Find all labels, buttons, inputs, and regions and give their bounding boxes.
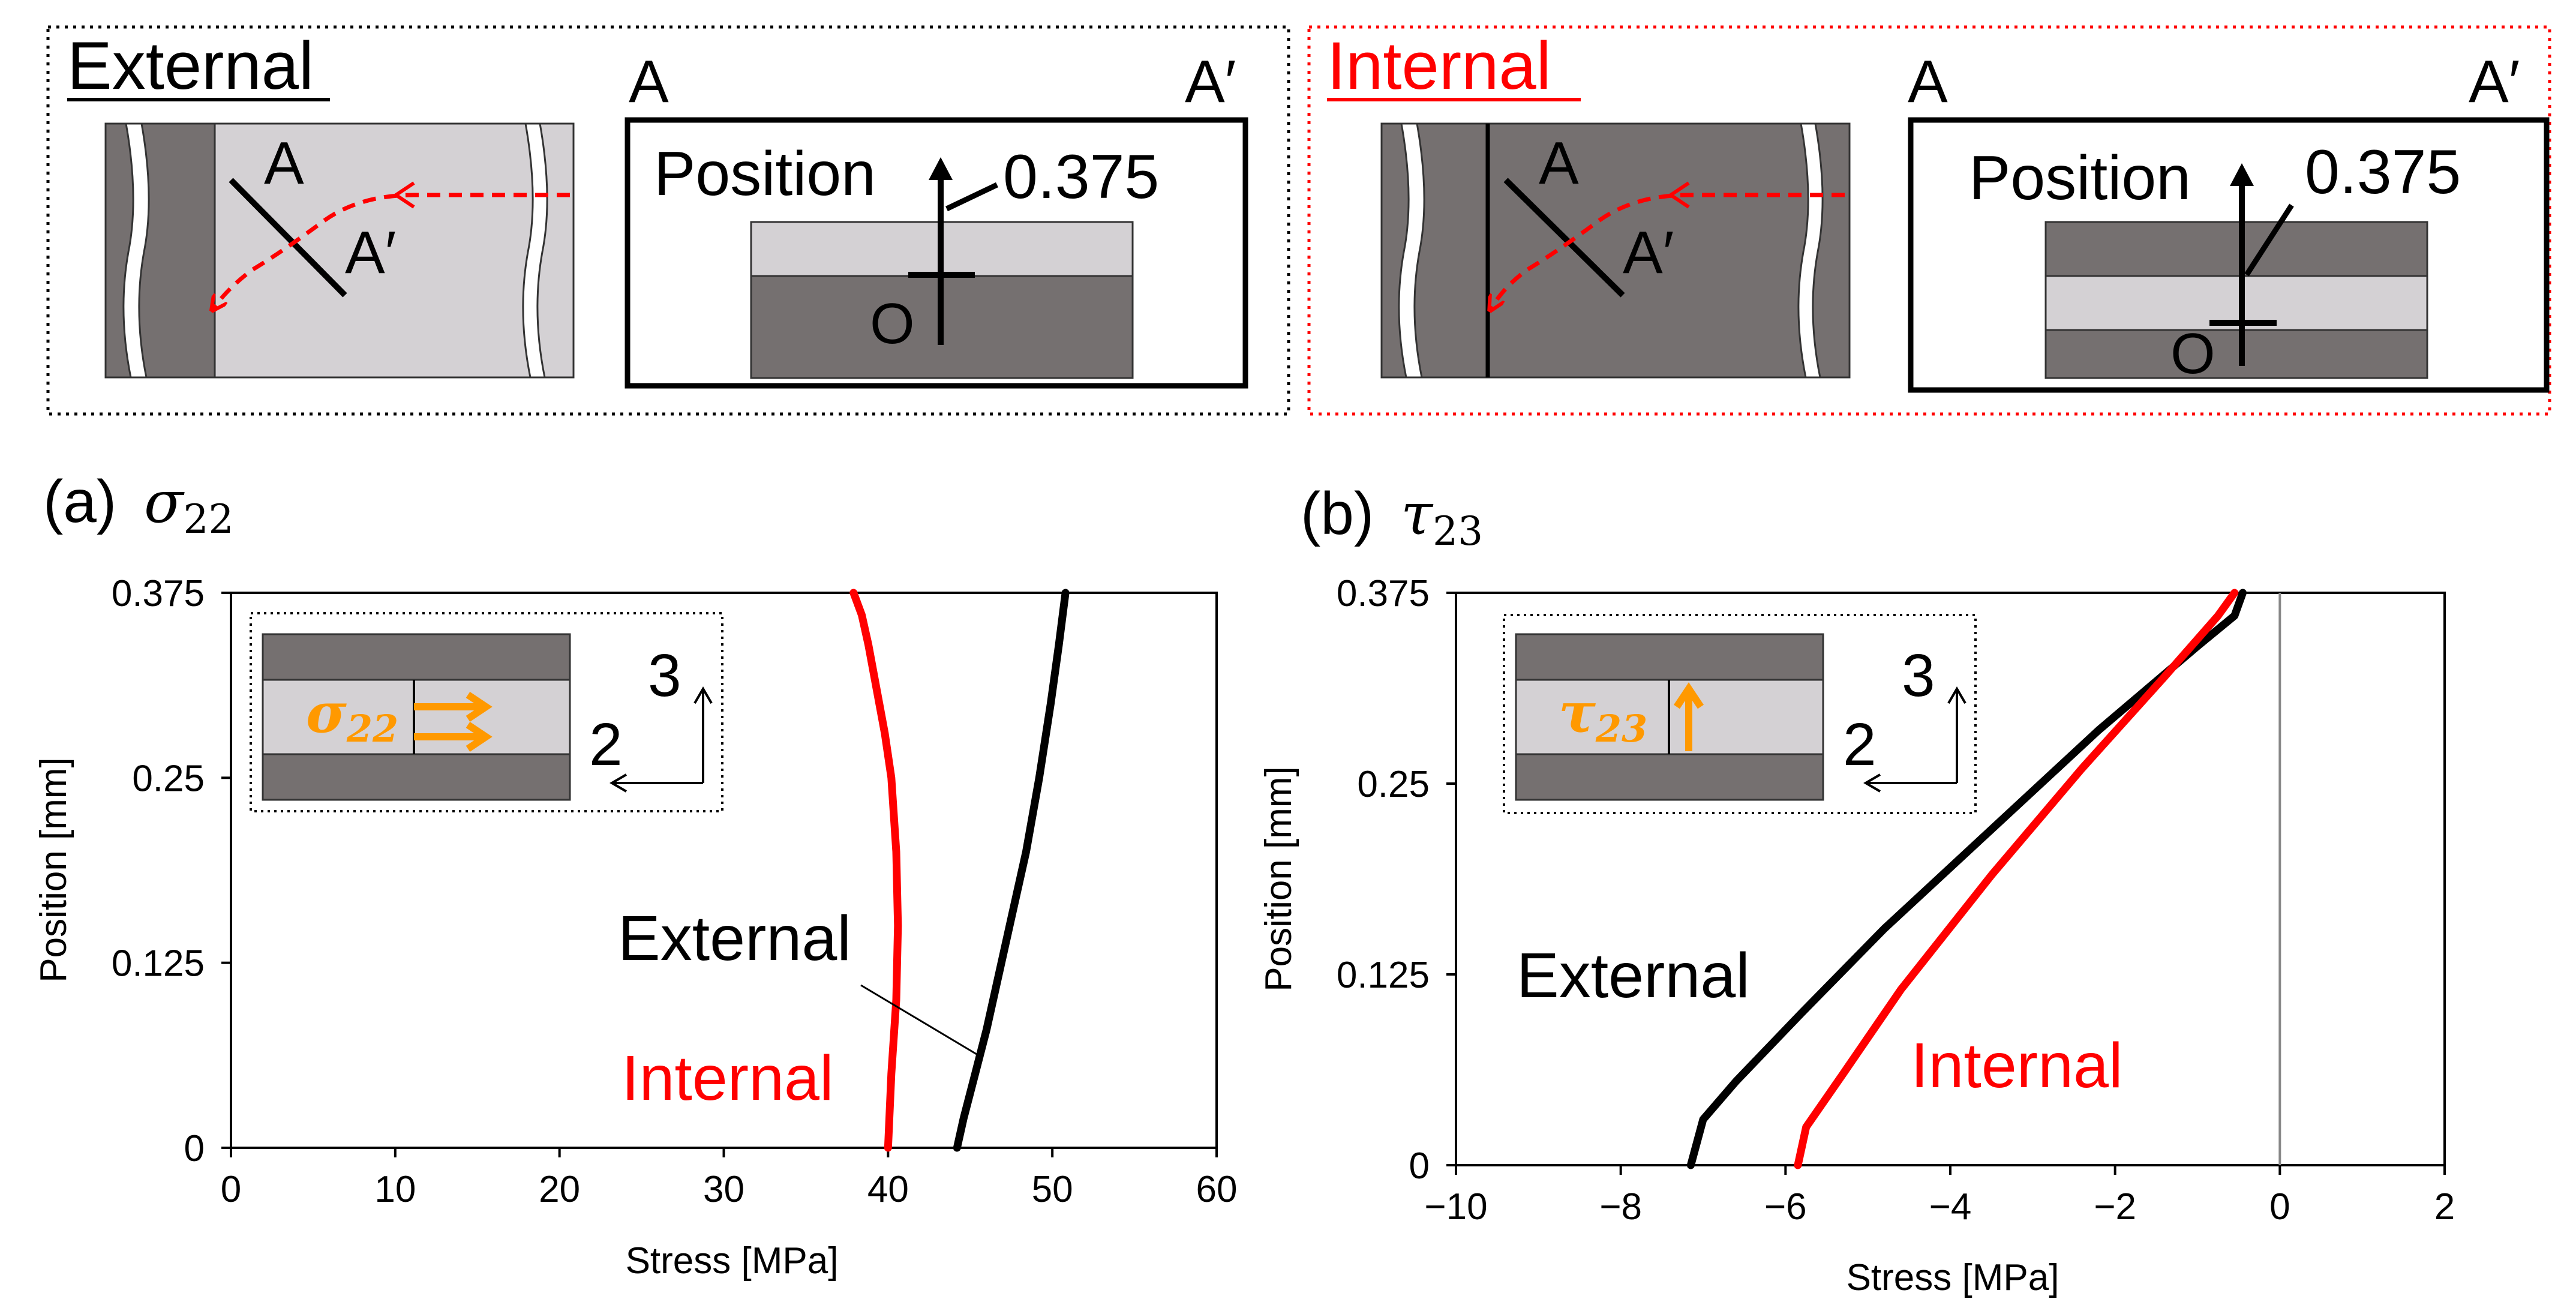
chart-a-ylabel: Position [mm] xyxy=(33,757,74,983)
internal-diagram: Internal A A′ A A′ Position 0.375 O xyxy=(1307,25,2551,416)
external-cross-a: A xyxy=(264,130,304,197)
internal-crack-path xyxy=(1491,193,1845,309)
chart-b-series xyxy=(1686,589,2247,1169)
chart-a-annotation-internal: Internal xyxy=(622,1043,834,1114)
chart-a-stress-arrow-2 xyxy=(414,722,493,752)
chart-b-inset-label: τ23 xyxy=(1559,680,1647,751)
external-crack-path xyxy=(213,193,570,309)
internal-laminate: A A′ xyxy=(1380,122,1851,379)
x-tick-label: 2 xyxy=(2434,1186,2455,1228)
x-tick-label: −2 xyxy=(2094,1186,2136,1228)
y-tick-label: 0.125 xyxy=(112,943,205,985)
x-tick-label: 60 xyxy=(1196,1169,1238,1210)
internal-cross-a-prime: A′ xyxy=(1623,219,1674,286)
chart-b-y-ticks: 0 0.125 0.25 0.375 xyxy=(1337,573,1456,1187)
chart-a-y-ticks: 0 0.125 0.25 0.375 xyxy=(112,573,231,1169)
x-tick-label: 50 xyxy=(1032,1169,1073,1210)
external-section-a: A xyxy=(629,48,669,115)
chart-b-inset: τ23 3 2 xyxy=(1503,614,1977,814)
y-tick-label: 0.25 xyxy=(1357,764,1430,805)
chart-a-stress-arrow-1 xyxy=(414,692,493,722)
chart-b-annotation-internal: Internal xyxy=(1911,1030,2123,1101)
external-cross-a-prime: A′ xyxy=(345,219,396,286)
external-section: Position 0.375 O xyxy=(625,117,1248,389)
internal-section-a: A xyxy=(1908,48,1948,115)
chart-a-x-ticks: 0 10 20 30 40 50 60 xyxy=(221,1148,1238,1210)
external-origin: O xyxy=(870,292,915,356)
chart-b-xlabel: Stress [MPa] xyxy=(1847,1257,2059,1298)
internal-cross-a: A xyxy=(1539,130,1579,197)
x-tick-label: 0 xyxy=(221,1169,241,1210)
y-tick-label: 0 xyxy=(184,1128,205,1169)
x-tick-label: −6 xyxy=(1764,1186,1807,1228)
chart-a-axis-arrows xyxy=(610,686,713,793)
external-position-label: Position xyxy=(654,139,876,209)
series-line-internal xyxy=(1794,589,2239,1169)
chart-b-axis-2: 2 xyxy=(1843,711,1877,778)
x-tick-label: −8 xyxy=(1599,1186,1642,1228)
internal-section: Position 0.375 O xyxy=(1908,117,2550,393)
y-tick-label: 0.375 xyxy=(1337,573,1430,614)
chart-b-stress-arrow xyxy=(1674,682,1704,751)
x-tick-label: −10 xyxy=(1424,1186,1487,1228)
series-line-internal xyxy=(849,589,902,1152)
series-line-external xyxy=(1686,589,2247,1169)
chart-b-axis-3: 3 xyxy=(1902,642,1935,709)
internal-position-value: 0.375 xyxy=(2305,137,2461,207)
chart-a-symbol: σ22 xyxy=(144,469,234,542)
chart-b-x-ticks: −10 −8 −6 −4 −2 0 2 xyxy=(1424,1165,2455,1228)
x-tick-label: 0 xyxy=(2269,1186,2290,1228)
chart-a: (a) σ22 0 10 20 30 40 50 60 0 0.125 0.25 0.375 St… xyxy=(33,468,1237,1282)
external-title: External xyxy=(67,28,314,103)
chart-a-series xyxy=(849,589,1070,1152)
external-diagram: External A A′ A A′ Position 0.375 O xyxy=(46,25,1290,416)
chart-b-axis-arrows xyxy=(1863,686,1966,793)
chart-a-annotation-external: External xyxy=(618,903,851,974)
chart-a-leader-line xyxy=(860,984,983,1059)
series-line-external xyxy=(953,589,1070,1152)
chart-b-panel-label: (b) xyxy=(1301,480,1374,547)
internal-position-label: Position xyxy=(1969,143,2191,213)
chart-b-ylabel: Position [mm] xyxy=(1258,766,1299,992)
chart-a-axis-2: 2 xyxy=(589,711,623,778)
internal-origin: O xyxy=(2170,322,2215,386)
y-tick-label: 0.25 xyxy=(132,758,205,799)
chart-b: (b) τ23 −10 −8 −6 −4 −2 0 2 0 0.125 0.25 0.375 St… xyxy=(1258,480,2455,1298)
chart-b-symbol: τ23 xyxy=(1401,481,1483,554)
x-tick-label: 30 xyxy=(703,1169,744,1210)
chart-a-axis-3: 3 xyxy=(648,642,681,709)
x-tick-label: −4 xyxy=(1929,1186,1972,1228)
y-tick-label: 0.125 xyxy=(1337,955,1430,996)
external-section-a-prime: A′ xyxy=(1185,48,1236,115)
internal-section-a-prime: A′ xyxy=(2469,48,2520,115)
y-tick-label: 0 xyxy=(1409,1145,1430,1187)
chart-a-panel-label: (a) xyxy=(43,468,116,535)
external-laminate: A A′ xyxy=(104,122,575,379)
x-tick-label: 40 xyxy=(867,1169,909,1210)
chart-b-annotation-external: External xyxy=(1517,940,1750,1011)
chart-a-inset-label: σ22 xyxy=(306,680,398,751)
x-tick-label: 10 xyxy=(374,1169,416,1210)
y-tick-label: 0.375 xyxy=(112,573,205,614)
chart-a-xlabel: Stress [MPa] xyxy=(626,1240,839,1282)
external-position-value: 0.375 xyxy=(1003,142,1159,212)
chart-a-inset: σ22 3 2 xyxy=(250,612,723,812)
internal-title: Internal xyxy=(1327,28,1551,103)
x-tick-label: 20 xyxy=(539,1169,580,1210)
